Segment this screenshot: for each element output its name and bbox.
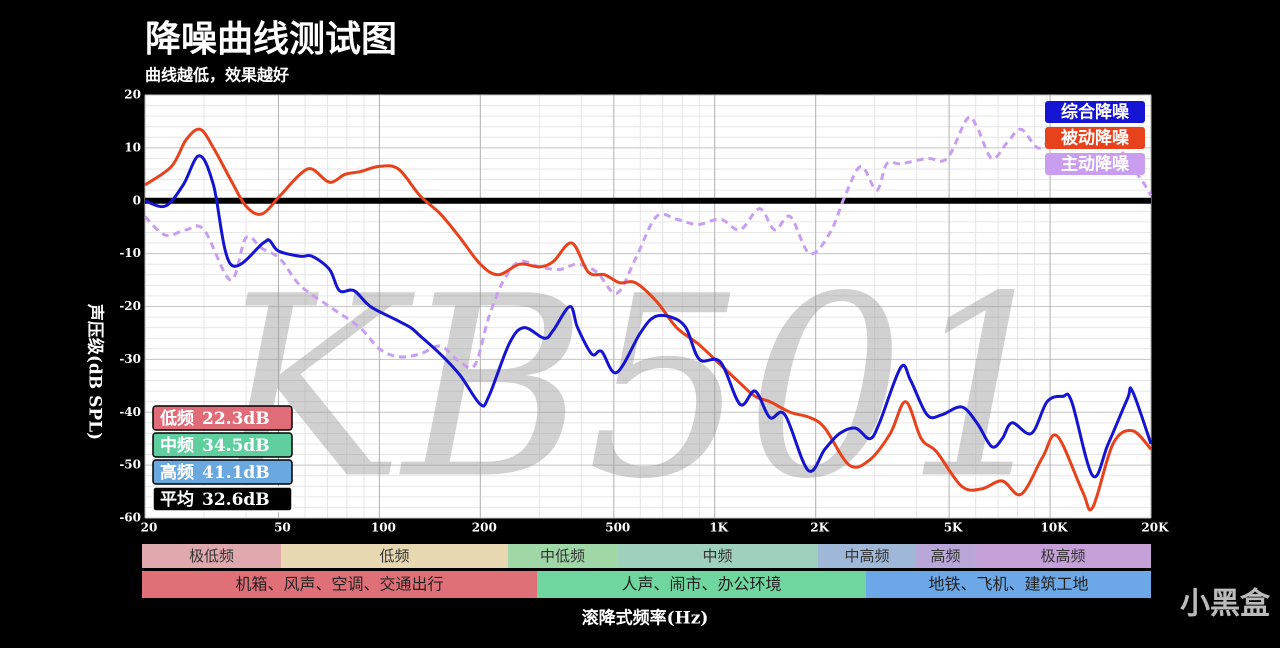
chart-subtitle: 曲线越低，效果越好 — [145, 66, 289, 85]
x-axis-label: 滚降式频率(Hz) — [582, 608, 709, 629]
band-cell — [508, 544, 617, 568]
band-cell — [142, 544, 281, 568]
series-line — [144, 127, 1153, 512]
scene-label: 地铁、飞机、建筑工地 — [928, 575, 1088, 594]
summary-name: 平均 — [160, 489, 194, 510]
summary-text: 平均 32.6dB — [160, 489, 270, 510]
summary-box — [152, 405, 293, 431]
band-cell — [281, 544, 508, 568]
band-cell — [975, 544, 1151, 568]
y-tick-label: -50 — [119, 458, 141, 472]
scene-cell — [866, 571, 1151, 598]
watermark: KB501 — [212, 243, 1064, 534]
summary-text: 高频 41.1dB — [160, 462, 270, 483]
y-tick-label: 10 — [124, 140, 141, 154]
x-tick-label: 200 — [472, 521, 497, 535]
y-tick-label: -40 — [119, 405, 141, 419]
summary-value: 34.5dB — [202, 436, 270, 456]
band-label: 极低频 — [189, 547, 234, 565]
x-tick-label: 1K — [709, 521, 728, 535]
summary-name: 中频 — [160, 435, 194, 456]
x-tick-label: 500 — [605, 521, 630, 535]
scene-cell — [537, 571, 866, 598]
summary-text: 中频 34.5dB — [160, 435, 270, 456]
band-cell — [617, 544, 818, 568]
series-line — [144, 154, 1153, 479]
x-tick-label: 5K — [944, 521, 963, 535]
band-label: 中高频 — [844, 547, 889, 565]
chart-title: 降噪曲线测试图 — [145, 18, 397, 60]
x-tick-label: 20 — [141, 521, 158, 535]
y-tick-label: -10 — [119, 246, 141, 260]
scene-label: 人声、闹市、办公环境 — [621, 575, 781, 594]
y-axis-label: 声压级(dB SPL) — [85, 303, 106, 440]
band-cell — [916, 544, 975, 568]
legend-swatch — [1045, 153, 1145, 175]
band-label: 中低频 — [540, 547, 585, 565]
legend-label: 被动降噪 — [1061, 128, 1130, 149]
y-tick-label: -20 — [119, 299, 141, 313]
band-label: 极高频 — [1040, 547, 1085, 565]
scene-label: 机箱、风声、空调、交通出行 — [235, 575, 443, 594]
band-label: 中频 — [702, 547, 732, 565]
band-cell — [818, 544, 916, 568]
summary-name: 低频 — [159, 408, 194, 429]
band-label: 高频 — [930, 547, 960, 565]
x-tick-label: 2K — [810, 521, 829, 535]
legend-label: 综合降噪 — [1061, 102, 1130, 123]
band-label: 低频 — [379, 547, 409, 565]
summary-name: 高频 — [160, 462, 194, 483]
x-tick-label: 50 — [274, 521, 291, 535]
legend-swatch — [1045, 127, 1145, 149]
legend-label: 主动降噪 — [1061, 154, 1130, 175]
x-tick-label: 10K — [1040, 521, 1068, 535]
summary-value: 41.1dB — [202, 463, 270, 483]
x-tick-label: 20K — [1141, 521, 1169, 535]
summary-text: 低频 22.3dB — [159, 408, 270, 429]
y-tick-label: -60 — [119, 511, 141, 525]
y-tick-label: 20 — [124, 88, 141, 102]
summary-value: 32.6dB — [202, 490, 270, 510]
legend-swatch — [1045, 101, 1145, 123]
y-tick-label: 0 — [133, 193, 141, 207]
summary-box — [152, 459, 293, 485]
y-tick-label: -30 — [119, 352, 141, 366]
series-line — [143, 115, 1153, 370]
x-tick-label: 100 — [371, 521, 396, 535]
summary-value: 22.3dB — [202, 409, 270, 429]
summary-box — [152, 486, 293, 512]
summary-box — [152, 432, 293, 458]
brand-logo: 小黑盒 — [1180, 587, 1271, 622]
scene-cell — [142, 571, 537, 598]
